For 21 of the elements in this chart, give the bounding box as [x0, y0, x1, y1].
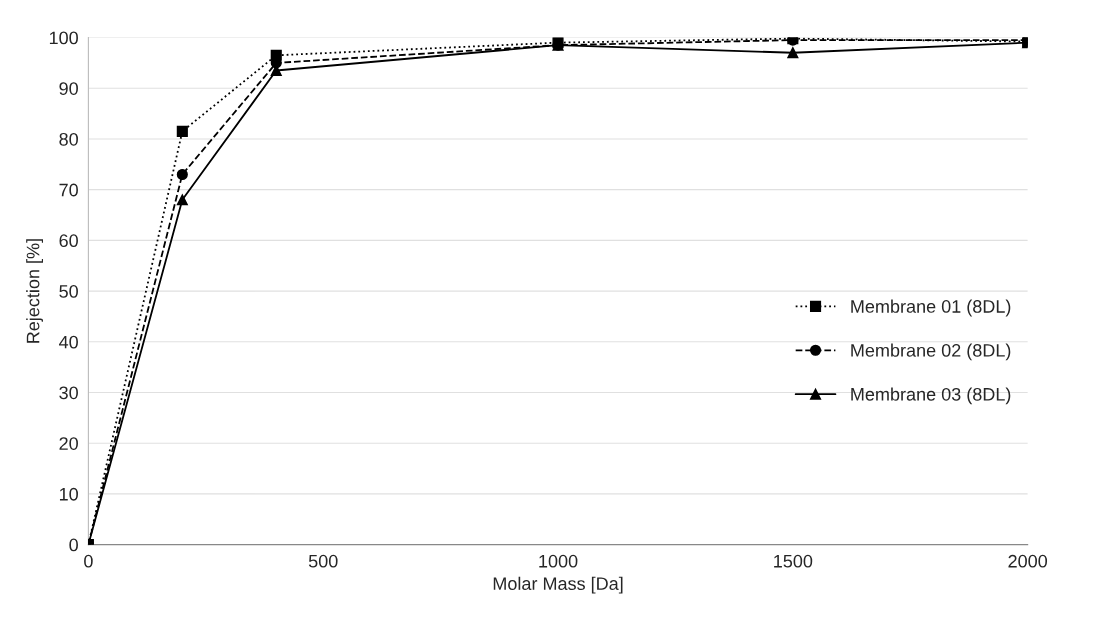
x-tick-label: 500: [308, 554, 338, 568]
x-axis-title: Molar Mass [Da]: [493, 576, 623, 594]
legend-label: Membrane 03 (8DL): [851, 387, 1011, 405]
legend-label: Membrane 02 (8DL): [851, 343, 1011, 361]
y-tick-label: 0: [69, 538, 78, 552]
y-tick-label: 90: [59, 82, 78, 95]
y-tick-label: 20: [59, 437, 78, 450]
y-tick-label: 100: [49, 31, 78, 45]
x-tick-label: 1000: [539, 554, 578, 568]
x-tick-label: 2000: [1008, 554, 1048, 568]
y-tick-label: 60: [59, 234, 78, 248]
x-tick-label: 0: [84, 554, 93, 568]
y-tick-label: 40: [59, 335, 78, 349]
y-tick-label: 50: [59, 285, 78, 298]
legend-label: Membrane 01 (8DL): [851, 299, 1011, 317]
x-tick-label: 1500: [774, 554, 813, 568]
y-tick-label: 10: [59, 487, 78, 501]
y-tick-label: 80: [59, 132, 78, 146]
y-tick-label: 70: [59, 183, 78, 197]
y-axis-title: Rejection [%]: [26, 239, 43, 343]
y-tick-label: 30: [59, 386, 78, 400]
